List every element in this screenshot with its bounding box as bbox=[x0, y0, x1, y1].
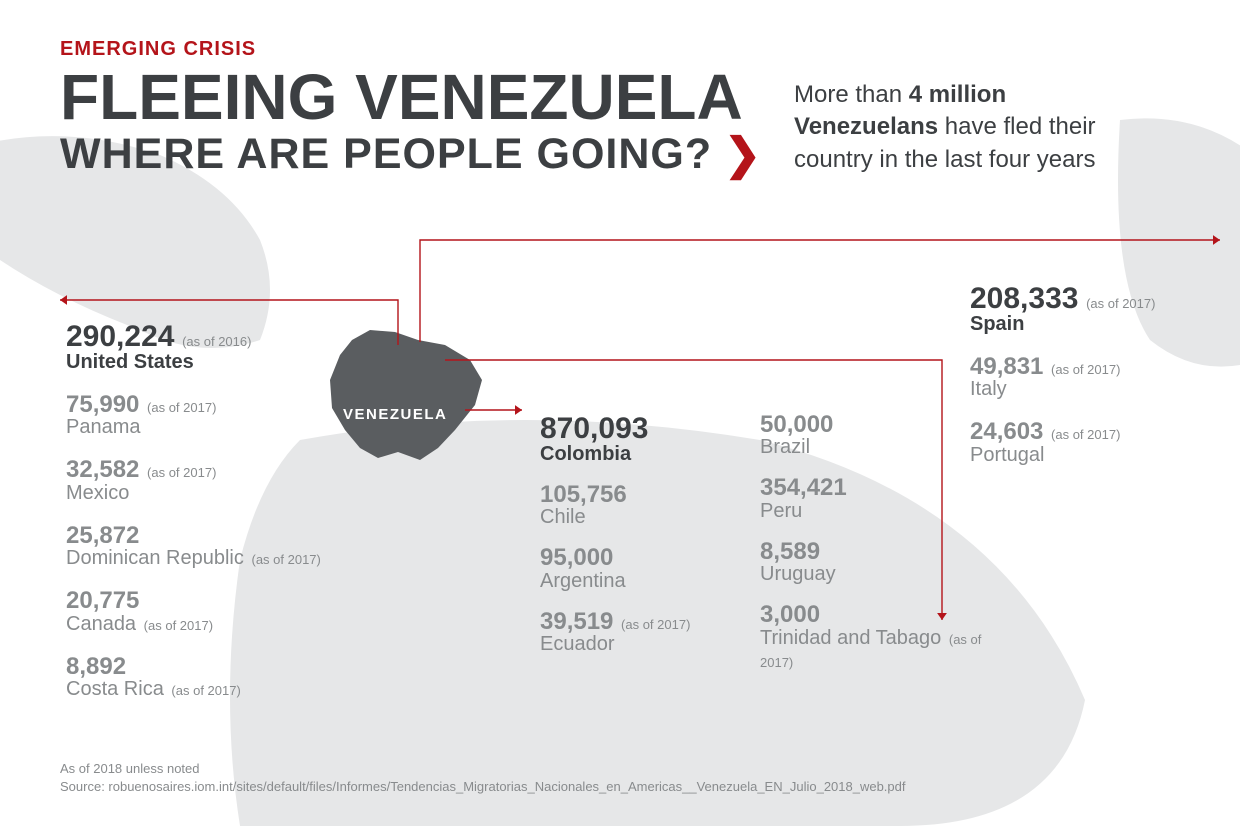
destination-item: 3,000Trinidad and Tabago (as of 2017) bbox=[760, 602, 1000, 672]
as-of-note: (as of 2017) bbox=[1047, 362, 1120, 377]
destination-value: 95,000 bbox=[540, 545, 613, 571]
destination-value: 49,831 bbox=[970, 354, 1043, 380]
destination-item: 290,224 (as of 2016) United States bbox=[66, 320, 366, 374]
destination-value: 208,333 bbox=[970, 282, 1078, 315]
destination-value: 50,000 bbox=[760, 412, 833, 438]
destination-country: United States bbox=[66, 351, 366, 374]
intro-prefix: More than bbox=[794, 81, 909, 108]
column-left: 290,224 (as of 2016) United States 75,990 … bbox=[66, 320, 366, 719]
destination-item: 870,093Colombia bbox=[540, 412, 730, 466]
destination-country: Ecuador bbox=[540, 633, 730, 656]
as-of-note: (as of 2017) bbox=[143, 465, 216, 480]
destination-item: 95,000Argentina bbox=[540, 545, 730, 592]
destination-country: Dominican Republic (as of 2017) bbox=[66, 547, 366, 570]
as-of-note: (as of 2017) bbox=[248, 552, 321, 567]
as-of-note: (as of 2017) bbox=[168, 683, 241, 698]
destination-item: 25,872Dominican Republic (as of 2017) bbox=[66, 523, 366, 570]
destination-country: Trinidad and Tabago (as of 2017) bbox=[760, 627, 1000, 673]
as-of-note: (as of 2017) bbox=[143, 400, 216, 415]
destination-value: 39,519 bbox=[540, 609, 613, 635]
destination-item: 50,000Brazil bbox=[760, 412, 1000, 459]
as-of-note: (as of 2017) bbox=[1082, 296, 1155, 311]
destination-item: 75,990 (as of 2017)Panama bbox=[66, 392, 366, 439]
destination-country: Brazil bbox=[760, 436, 1000, 459]
destination-value: 75,990 bbox=[66, 392, 139, 418]
destination-value: 32,582 bbox=[66, 457, 139, 483]
destination-item: 39,519 (as of 2017)Ecuador bbox=[540, 609, 730, 656]
destination-country: Canada (as of 2017) bbox=[66, 613, 366, 636]
footer-source: Source: robuenosaires.iom.int/sites/defa… bbox=[60, 778, 906, 796]
headline-sub: WHERE ARE PEOPLE GOING? ❯ bbox=[60, 131, 762, 178]
destination-country: Italy bbox=[970, 378, 1190, 401]
destination-item: 24,603 (as of 2017) Portugal bbox=[970, 419, 1190, 466]
destination-value: 8,589 bbox=[760, 539, 820, 565]
destination-value: 24,603 bbox=[970, 419, 1043, 445]
destination-value: 25,872 bbox=[66, 523, 139, 549]
destination-item: 8,589Uruguay bbox=[760, 539, 1000, 586]
destination-value: 3,000 bbox=[760, 602, 820, 628]
chevron-right-icon: ❯ bbox=[724, 133, 762, 177]
column-mid-a: 870,093Colombia 105,756Chile 95,000Argenti… bbox=[540, 412, 730, 672]
headline-main: FLEEING VENEZUELA bbox=[60, 65, 762, 129]
destination-item: 105,756Chile bbox=[540, 482, 730, 529]
kicker: EMERGING CRISIS bbox=[60, 38, 1180, 61]
destination-country: Costa Rica (as of 2017) bbox=[66, 678, 366, 701]
destination-item: 354,421Peru bbox=[760, 475, 1000, 522]
destination-value: 105,756 bbox=[540, 482, 627, 508]
headline-sub-text: WHERE ARE PEOPLE GOING? bbox=[60, 131, 712, 178]
destination-item: 8,892Costa Rica (as of 2017) bbox=[66, 654, 366, 701]
column-mid-b: 50,000Brazil 354,421Peru 8,589Uruguay 3,000… bbox=[760, 412, 1000, 689]
as-of-note: (as of 2017) bbox=[617, 617, 690, 632]
destination-value: 290,224 bbox=[66, 320, 174, 353]
footer-note: As of 2018 unless noted bbox=[60, 760, 906, 778]
destination-value: 8,892 bbox=[66, 654, 126, 680]
destination-item: 208,333 (as of 2017) Spain bbox=[970, 282, 1190, 336]
destination-item: 49,831 (as of 2017)Italy bbox=[970, 354, 1190, 401]
destination-item: 32,582 (as of 2017) Mexico bbox=[66, 457, 366, 504]
destination-value: 20,775 bbox=[66, 588, 139, 614]
footer: As of 2018 unless noted Source: robuenos… bbox=[60, 760, 906, 796]
destination-value: 870,093 bbox=[540, 412, 648, 445]
as-of-note: (as of 2016) bbox=[178, 334, 251, 349]
destination-item: 20,775Canada (as of 2017) bbox=[66, 588, 366, 635]
destination-value: 354,421 bbox=[760, 475, 847, 501]
destination-country: Colombia bbox=[540, 443, 730, 466]
intro-text: More than 4 million Venezuelans have fle… bbox=[794, 65, 1114, 176]
destination-country: Portugal bbox=[970, 444, 1190, 467]
column-right: 208,333 (as of 2017) Spain 49,831 (as of 2… bbox=[970, 282, 1190, 485]
destination-country: Chile bbox=[540, 506, 730, 529]
as-of-note: (as of 2017) bbox=[1047, 427, 1120, 442]
as-of-note: (as of 2017) bbox=[140, 618, 213, 633]
destination-country: Panama bbox=[66, 416, 366, 439]
destination-country: Mexico bbox=[66, 482, 366, 505]
destination-country: Spain bbox=[970, 313, 1190, 336]
destination-country: Uruguay bbox=[760, 563, 1000, 586]
destination-country: Argentina bbox=[540, 570, 730, 593]
destination-country: Peru bbox=[760, 500, 1000, 523]
